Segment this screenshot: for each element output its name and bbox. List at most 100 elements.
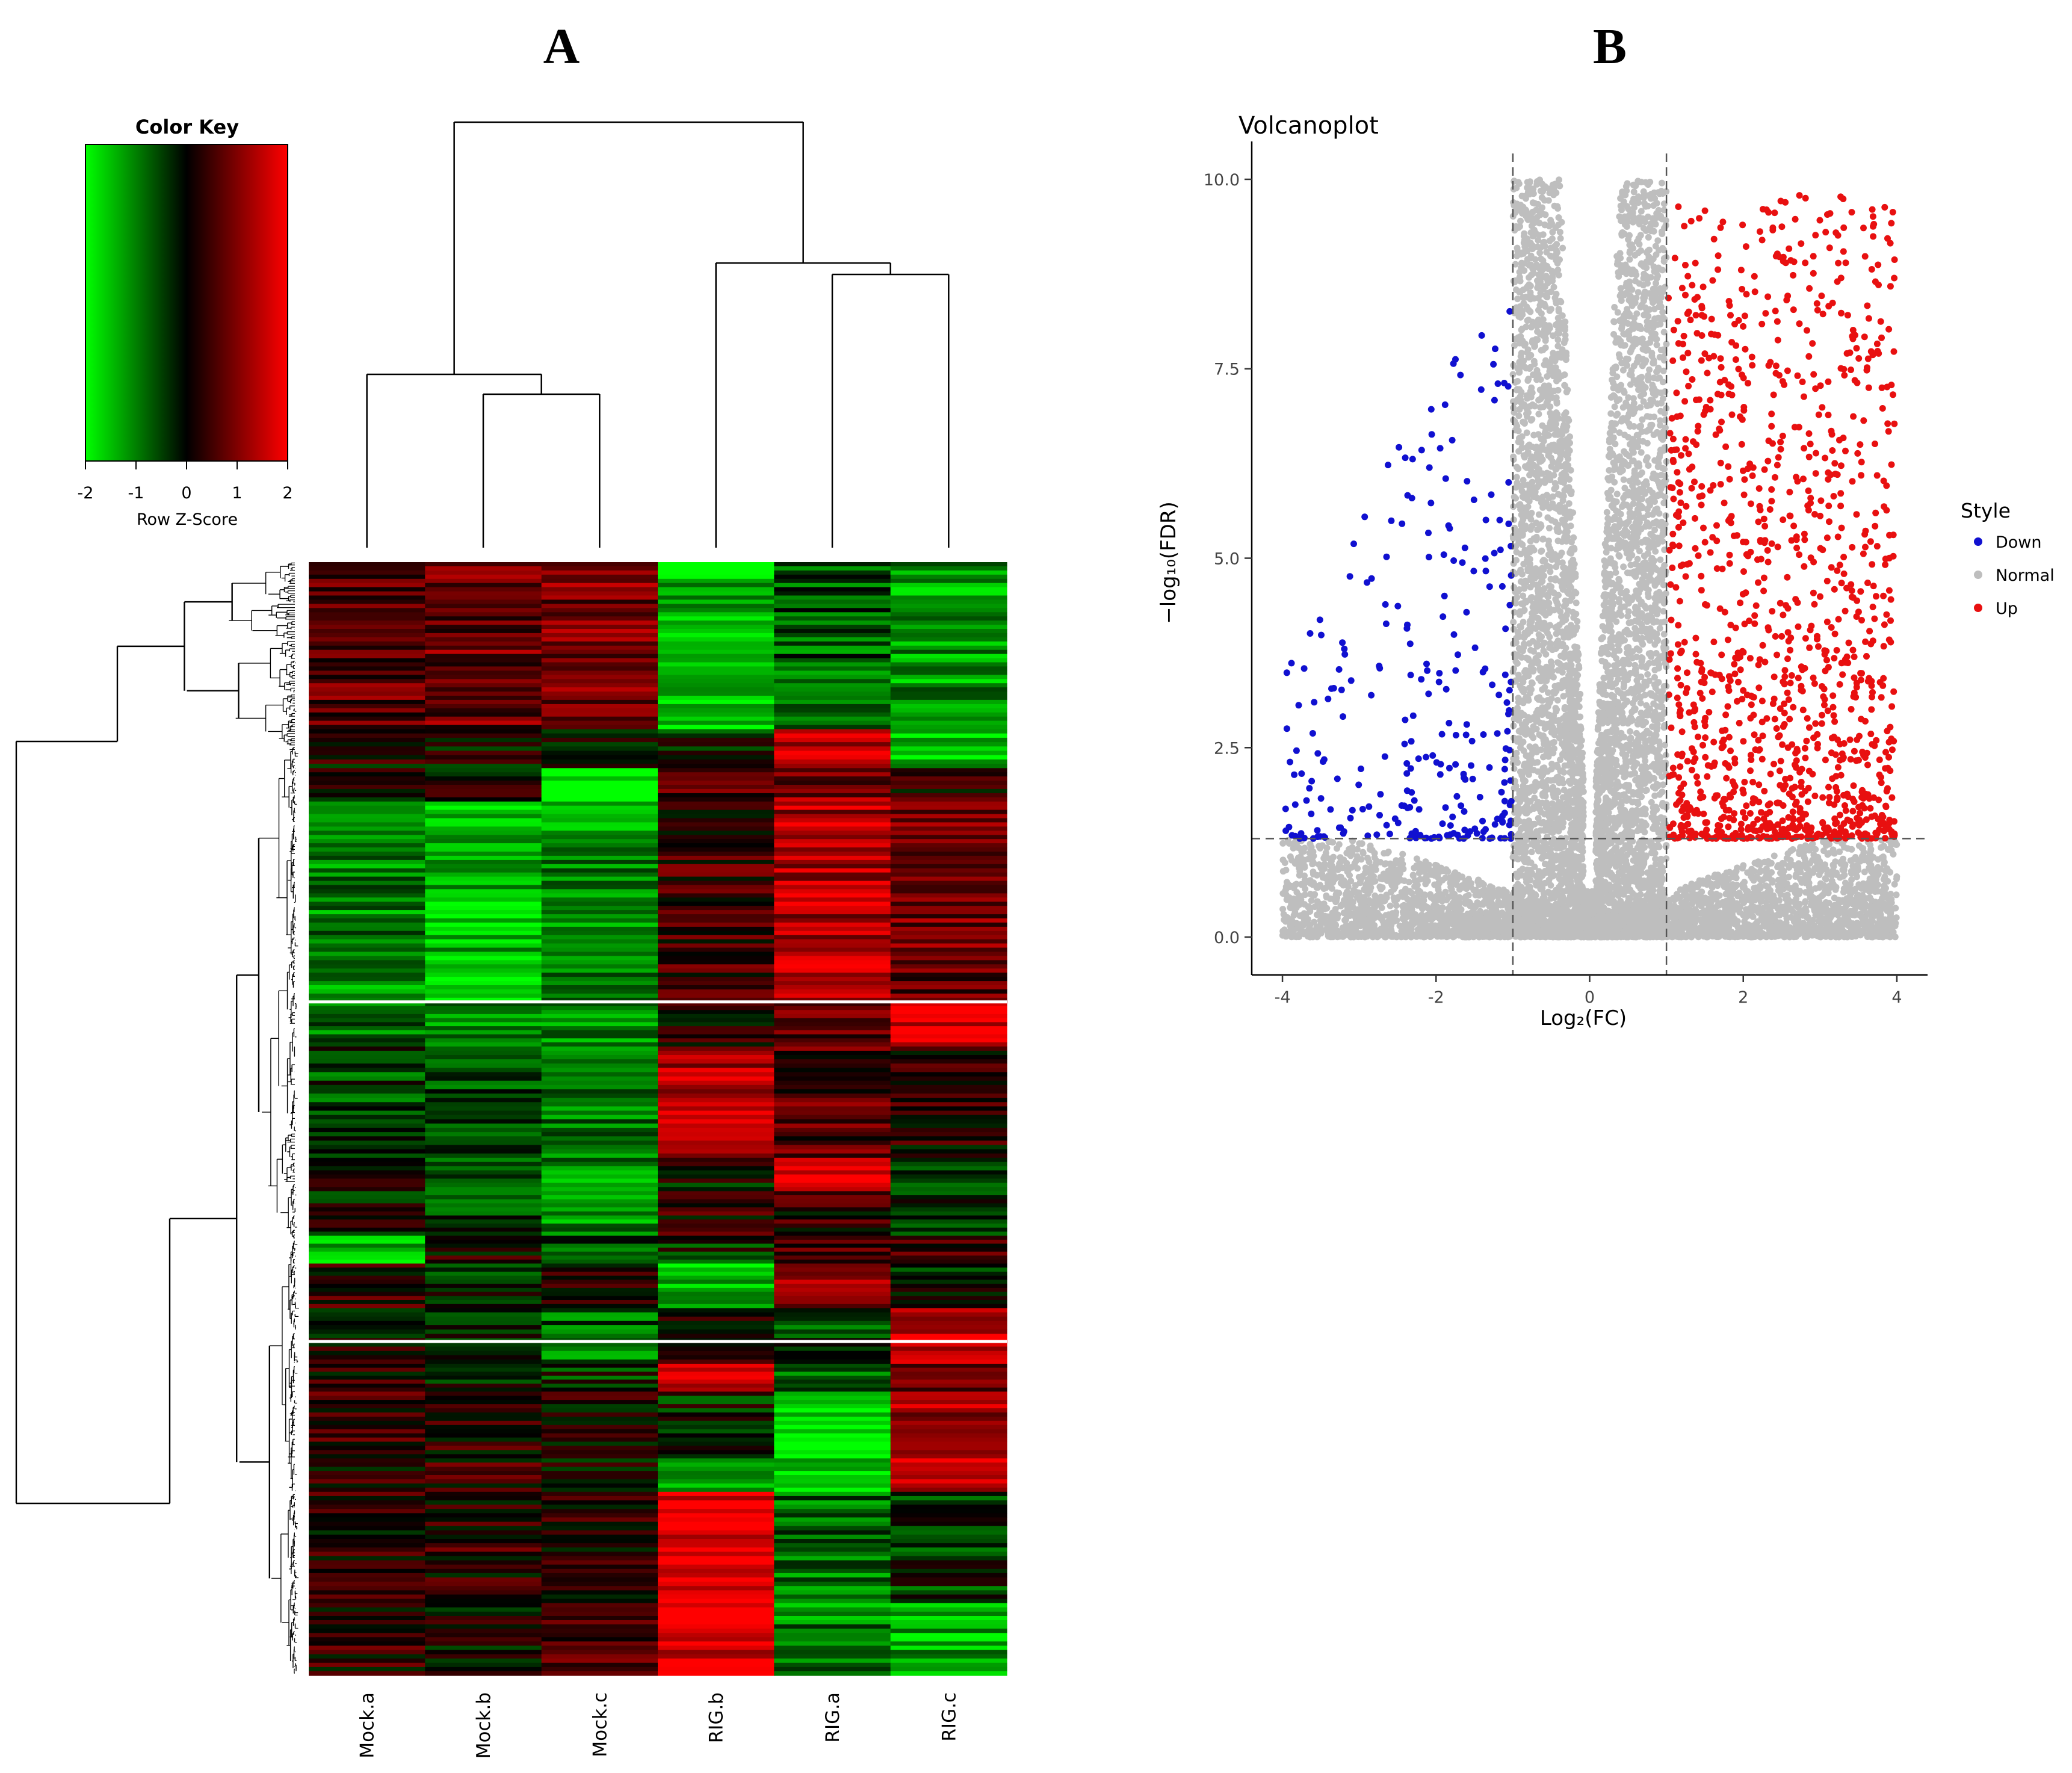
heatmap-cell [658, 897, 775, 902]
heatmap-cell [541, 1586, 658, 1591]
heatmap-cell [309, 608, 425, 613]
heatmap-cell [890, 1351, 1007, 1356]
heatmap-cell [890, 1123, 1007, 1128]
heatmap-cell [309, 835, 425, 840]
heatmap-cell [774, 1329, 891, 1334]
heatmap-cell [890, 1666, 1007, 1672]
heatmap-cell [309, 679, 425, 684]
point-normal [1328, 885, 1335, 892]
heatmap-cell [774, 1255, 891, 1260]
heatmap-cell [890, 906, 1007, 911]
heatmap-cell [309, 687, 425, 692]
point-normal [1607, 410, 1615, 417]
column-label: RIG.c [938, 1692, 960, 1742]
heatmap-cell [309, 906, 425, 911]
heatmap-cell [890, 1577, 1007, 1582]
heatmap-cell [890, 637, 1007, 642]
heatmap-cell [541, 1224, 658, 1228]
heatmap-cell [658, 1564, 775, 1570]
heatmap-cell [774, 750, 891, 756]
heatmap-cell [658, 826, 775, 831]
heatmap-cell [425, 993, 542, 998]
heatmap-cell [774, 662, 891, 667]
heatmap-cell [309, 1641, 425, 1647]
heatmap-cell [658, 720, 775, 726]
heatmap-cell [890, 1491, 1007, 1497]
heatmap-cell [541, 855, 658, 861]
point-normal [1619, 719, 1627, 726]
heatmap-cell [658, 1080, 775, 1086]
heatmap-cell [541, 562, 658, 567]
heatmap-cell [309, 1063, 425, 1068]
heatmap-cell [890, 1022, 1007, 1027]
heatmap-cell [309, 889, 425, 894]
heatmap-cell [541, 750, 658, 756]
heatmap-cell [658, 1624, 775, 1629]
heatmap-cell [309, 930, 425, 936]
heatmap-cell [425, 1174, 542, 1179]
heatmap-cell [309, 1006, 425, 1010]
heatmap-cell [309, 755, 425, 760]
heatmap-cell [309, 1372, 425, 1376]
heatmap-cell [541, 1013, 658, 1019]
heatmap-cell [658, 1539, 775, 1544]
heatmap-cell [658, 1279, 775, 1284]
heatmap-cell [890, 973, 1007, 977]
heatmap-cell [658, 1312, 775, 1317]
heatmap-cell [425, 1211, 542, 1216]
heatmap-cell [774, 1616, 891, 1621]
heatmap-cell [309, 583, 425, 588]
heatmap-cell [774, 809, 891, 815]
heatmap-cell [425, 1517, 542, 1523]
point-normal [1629, 699, 1636, 707]
heatmap-cell [658, 781, 775, 785]
heatmap-cell [425, 797, 542, 802]
heatmap-cell [425, 1547, 542, 1552]
heatmap-cell [541, 1517, 658, 1523]
heatmap-cell [425, 1594, 542, 1600]
heatmap-cell [658, 1026, 775, 1031]
heatmap-cell [658, 1637, 775, 1642]
heatmap-cell [658, 805, 775, 811]
heatmap-cell [425, 1616, 542, 1621]
heatmap-cell [309, 699, 425, 705]
heatmap-cell [890, 960, 1007, 965]
heatmap-cell [658, 1505, 775, 1509]
heatmap-cell [541, 1367, 658, 1372]
heatmap-cell [658, 1425, 775, 1430]
heatmap-cell [541, 1166, 658, 1171]
heatmap-cell [658, 1287, 775, 1293]
heatmap-cell [425, 910, 542, 915]
heatmap-cell [890, 1279, 1007, 1284]
heatmap-cell [425, 1149, 542, 1154]
heatmap-cell [774, 1153, 891, 1159]
heatmap-cell [309, 880, 425, 886]
heatmap-cell [890, 793, 1007, 798]
heatmap-cell [425, 1351, 542, 1356]
heatmap-cell [425, 755, 542, 760]
heatmap-cell [541, 864, 658, 869]
heatmap-cell [541, 1300, 658, 1305]
heatmap-cell [309, 1085, 425, 1090]
heatmap-cell [774, 1026, 891, 1031]
heatmap-cell [309, 897, 425, 902]
heatmap-cell [425, 805, 542, 811]
heatmap-cell [541, 1284, 658, 1289]
heatmap-cell [890, 1404, 1007, 1409]
heatmap-cell [425, 872, 542, 877]
heatmap-cell [541, 1666, 658, 1672]
heatmap-cell [309, 1462, 425, 1467]
heatmap-cell [309, 1633, 425, 1638]
heatmap-cell [425, 595, 542, 600]
heatmap-cell [774, 981, 891, 986]
column-label: Mock.a [357, 1692, 379, 1759]
heatmap-cell [890, 1203, 1007, 1208]
heatmap-cell [425, 1170, 542, 1175]
heatmap-cell [774, 1500, 891, 1505]
heatmap-cell [309, 977, 425, 982]
heatmap-cell [425, 1157, 542, 1163]
heatmap-cell [541, 1296, 658, 1301]
heatmap-cell [425, 1312, 542, 1317]
heatmap-cell [774, 1013, 891, 1019]
heatmap-cell [658, 1063, 775, 1068]
